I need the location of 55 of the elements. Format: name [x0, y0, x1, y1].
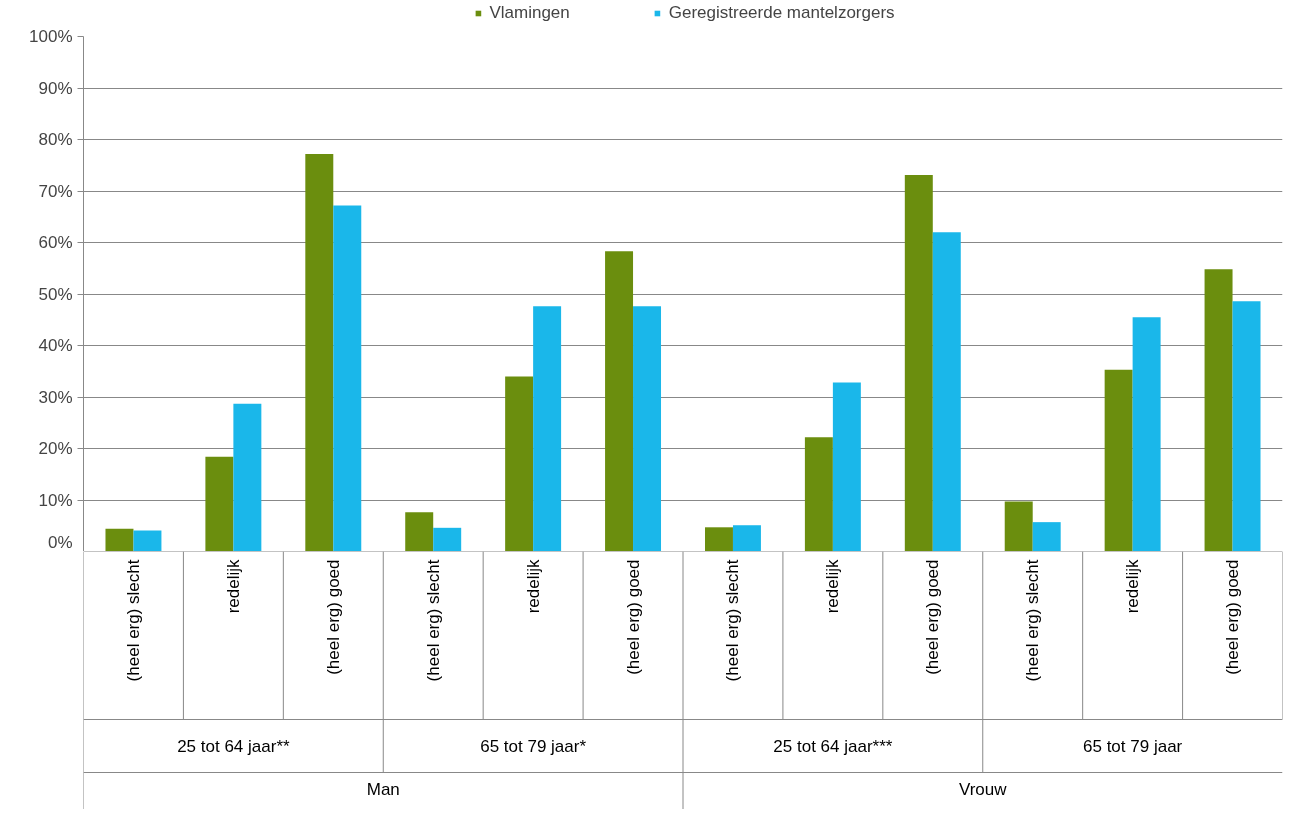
bar: [832, 382, 861, 551]
x-tick-label: (heel erg) goed: [623, 559, 643, 675]
x-tick-label: (heel erg) slecht: [1023, 559, 1043, 682]
bar: [505, 376, 534, 551]
bar: [533, 306, 562, 551]
bar: [205, 456, 234, 551]
y-tick-label: 10%: [38, 490, 73, 510]
x-tick-label: redelijk: [1123, 559, 1143, 614]
x-tick-label: (heel erg) goed: [323, 559, 343, 675]
y-tick-label: 100%: [29, 27, 73, 46]
y-tick-label: 90%: [38, 78, 73, 98]
bar: [405, 512, 434, 551]
bar: [333, 205, 362, 551]
x-tick-label: redelijk: [823, 559, 843, 614]
bar: [904, 175, 933, 551]
bar: [804, 437, 833, 551]
text: 65 tot 79 jaar*: [480, 737, 587, 756]
bar: [1232, 301, 1261, 551]
bar: [1032, 522, 1061, 551]
text: 65 tot 79 jaar: [1083, 737, 1183, 756]
x-tick-label: (heel erg) slecht: [423, 559, 443, 682]
y-tick-label: 70%: [38, 181, 73, 201]
y-tick-label: 0%: [47, 532, 73, 552]
bar: [704, 527, 733, 551]
x-tick-label: redelijk: [223, 559, 243, 614]
bar: [932, 232, 961, 551]
text: 25 tot 64 jaar**: [177, 737, 290, 756]
bar: [1132, 317, 1161, 551]
text: Man: [366, 779, 400, 799]
legend-label: Geregistreerde mantelzorgers: [668, 3, 895, 23]
text: 25 tot 64 jaar***: [773, 737, 893, 756]
y-tick-label: 80%: [38, 130, 73, 149]
bar: [1004, 501, 1033, 551]
y-tick-label: 50%: [38, 284, 73, 304]
x-tick-label: (heel erg) slecht: [723, 559, 743, 682]
x-tick-label: (heel erg) slecht: [123, 559, 143, 682]
legend-label: Vlamingen: [489, 3, 570, 23]
text: Vrouw: [958, 779, 1008, 799]
x-tick-label: (heel erg) goed: [923, 559, 943, 675]
y-tick-label: 60%: [38, 233, 73, 252]
bar: [732, 525, 761, 551]
bar: [633, 306, 662, 551]
bar: [105, 528, 134, 551]
bar: [133, 530, 162, 551]
bar: [1104, 369, 1133, 551]
y-tick-label: 40%: [38, 336, 73, 355]
bar: [605, 251, 634, 551]
bar: [233, 403, 262, 551]
x-tick-label: redelijk: [523, 559, 543, 614]
y-tick-label: 20%: [38, 439, 73, 458]
bar: [433, 527, 462, 551]
bar: [305, 153, 334, 551]
bar: [1204, 269, 1233, 551]
y-tick-label: 30%: [38, 387, 73, 407]
x-tick-label: (heel erg) goed: [1223, 559, 1243, 675]
